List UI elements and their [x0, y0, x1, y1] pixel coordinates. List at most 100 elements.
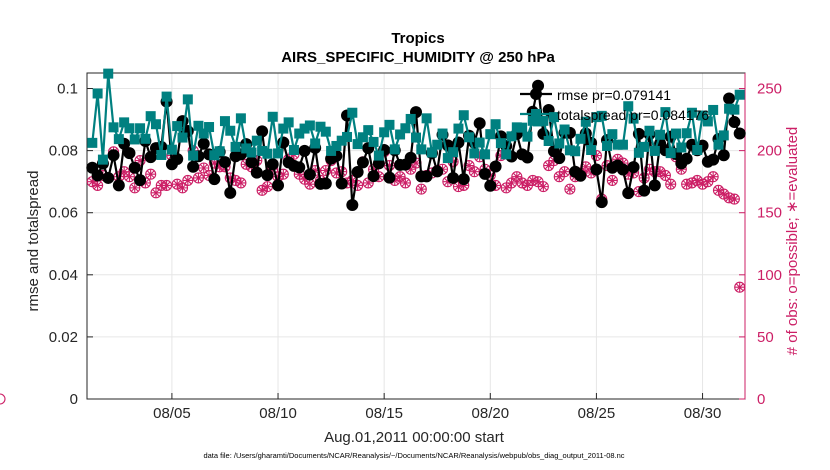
obs-evaluated-point: [448, 156, 459, 167]
obs-evaluated-point: [697, 179, 708, 190]
totalspread-point: [140, 133, 151, 144]
rmse-point: [123, 147, 136, 160]
totalspread-point: [554, 138, 565, 149]
totalspread-point: [161, 91, 172, 102]
rmse-point: [91, 169, 104, 182]
rmse-point: [346, 198, 359, 211]
obs-evaluated-point: [161, 180, 172, 191]
totalspread-point: [538, 115, 549, 126]
obs-evaluated-point: [400, 177, 411, 188]
rmse-point: [218, 156, 231, 169]
totalspread-point: [469, 148, 480, 159]
rmse-point: [707, 153, 720, 166]
totalspread-point: [437, 128, 448, 139]
totalspread-point: [405, 113, 416, 124]
totalspread-point: [580, 116, 591, 127]
obs-evaluated-point: [692, 175, 703, 186]
totalspread-point: [448, 147, 459, 158]
totalspread-point: [708, 104, 719, 115]
rmse-point: [404, 151, 417, 164]
rmse-point: [638, 184, 651, 197]
obs-evaluated-point: [734, 282, 745, 293]
totalspread-point: [660, 107, 671, 118]
totalspread-point: [288, 144, 299, 155]
rmse-point: [208, 173, 221, 186]
totalspread-point: [559, 124, 570, 135]
totalspread-point: [665, 148, 676, 159]
rmse-point: [197, 137, 210, 150]
obs-evaluated-point: [225, 172, 236, 183]
totalspread-point: [347, 107, 358, 118]
totalspread-point: [156, 149, 167, 160]
totalspread-point: [671, 128, 682, 139]
data-file-footer: data file: /Users/gharamti/Documents/NCA…: [203, 451, 624, 460]
totalspread-point: [734, 89, 745, 100]
totalspread-point: [368, 136, 379, 147]
obs-evaluated-point: [124, 171, 135, 182]
rmse-point: [590, 163, 603, 176]
legend-marker-totalspread: [531, 109, 541, 119]
y-left-tick-label: 0.1: [57, 81, 78, 98]
rmse-point: [733, 127, 746, 140]
rmse-point: [134, 174, 147, 187]
rmse-point: [128, 161, 141, 174]
x-tick-label: 08/15: [365, 405, 403, 422]
totalspread-point: [400, 123, 411, 134]
totalspread-point: [686, 107, 697, 118]
obs-evaluated-point: [495, 150, 506, 161]
obs-evaluated-point: [681, 179, 692, 190]
totalspread-point: [517, 122, 528, 133]
rmse-point: [250, 166, 263, 179]
obs-evaluated-point: [92, 180, 103, 191]
obs-evaluated-point: [363, 177, 374, 188]
totalspread-point: [129, 134, 140, 145]
totalspread-point: [363, 125, 374, 136]
obs-evaluated-point: [554, 171, 565, 182]
rmse-point: [473, 117, 486, 130]
y-right-tick-label: 50: [757, 329, 774, 346]
totalspread-point: [92, 88, 103, 99]
totalspread-point: [522, 131, 533, 142]
chart-subtitle: AIRS_SPECIFIC_HUMIDITY @ 250 hPa: [281, 49, 555, 66]
line-series: [86, 68, 746, 211]
obs-evaluated-point: [533, 176, 544, 187]
totalspread-point: [411, 132, 421, 143]
rmse-point: [272, 179, 285, 192]
rmse-point: [245, 156, 258, 169]
obs-evaluated-point: [294, 169, 305, 180]
totalspread-point: [342, 131, 353, 142]
totalspread-point: [87, 137, 98, 148]
rmse-point: [447, 171, 460, 184]
obs-evaluated-point: [384, 160, 395, 171]
y-right-tick-label: 250: [757, 81, 782, 98]
totalspread-point: [97, 154, 108, 165]
obs-evaluated-point: [177, 182, 188, 193]
totalspread-point: [257, 145, 268, 156]
totalspread-point: [533, 116, 544, 127]
rmse-point: [420, 170, 433, 183]
chart-title: Tropics: [391, 30, 444, 47]
totalspread-point: [283, 117, 294, 128]
obs-evaluated-point: [458, 180, 469, 191]
totalspread-point: [548, 112, 559, 123]
totalspread-point: [310, 138, 321, 149]
totalspread-point: [586, 144, 597, 155]
obs-evaluated-point: [320, 165, 331, 176]
y-left-tick-label: 0.06: [49, 205, 78, 222]
totalspread-point: [113, 134, 124, 145]
obs-evaluated-point: [474, 151, 485, 162]
totalspread-point: [602, 140, 613, 151]
obs-evaluated-point: [729, 194, 740, 205]
totalspread-point: [214, 146, 225, 157]
obs-evaluated-point: [204, 170, 215, 181]
rmse-point: [553, 152, 566, 165]
rmse-point: [489, 160, 502, 173]
obs-evaluated-point: [368, 164, 379, 175]
totalspread-point: [495, 138, 506, 149]
totalspread-point: [702, 116, 713, 127]
totalspread-point: [326, 145, 337, 156]
rmse-point: [367, 170, 380, 183]
totalspread-point: [262, 148, 273, 159]
obs-evaluated-point: [506, 177, 517, 188]
obs-evaluated-point: [352, 180, 363, 191]
